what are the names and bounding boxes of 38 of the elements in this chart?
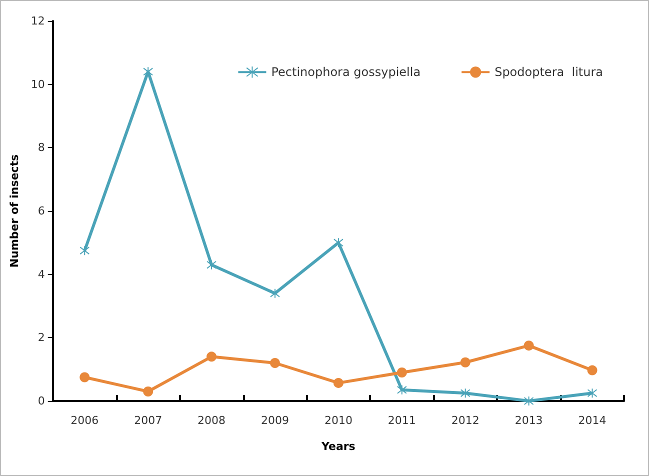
x-tick-label: 2011 [388,414,416,427]
legend-label: Pectinophora gossypiella [271,65,421,80]
point [80,246,90,256]
point [460,388,470,398]
legend-label: Spodoptera litura [494,65,603,80]
point [524,340,534,351]
x-tick-label: 2009 [260,414,289,427]
x-tick-label: 2008 [198,414,226,427]
point [333,378,344,388]
y-tick-label: 2 [38,331,45,344]
point [80,372,90,382]
x-tick-label: 2010 [324,414,352,427]
point [206,352,217,362]
point [143,386,154,396]
y-tick-label: 6 [38,204,45,218]
point [587,365,598,376]
y-tick-label: 0 [38,394,45,408]
y-tick-label: 10 [30,78,45,91]
point [460,357,470,368]
x-tick-label: 2007 [134,414,162,427]
x-tick-label: 2013 [514,414,543,427]
point [587,388,598,398]
x-axis-title: Years [320,440,356,453]
point [143,66,154,77]
x-tick-label: 2014 [578,414,606,427]
point [270,288,280,298]
point [206,260,217,270]
point [396,384,407,395]
point [333,238,344,248]
y-tick-label: 12 [30,14,45,28]
x-tick-label: 2006 [70,414,99,427]
x-tick-label: 2012 [451,414,480,427]
point [270,358,280,368]
y-axis-title: Number of insects [8,154,21,268]
y-tick-label: 8 [38,141,45,154]
y-tick-label: 4 [38,268,45,281]
point [524,396,534,406]
point [396,368,407,378]
